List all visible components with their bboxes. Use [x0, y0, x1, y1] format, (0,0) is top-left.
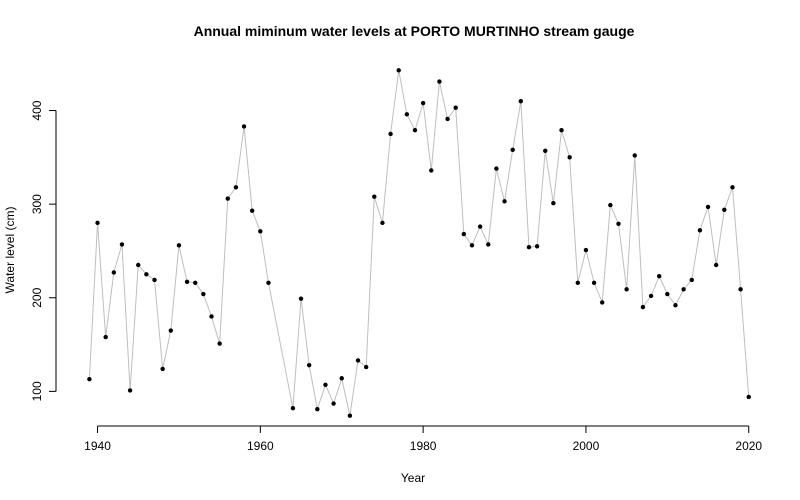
y-tick-label: 100: [30, 381, 44, 401]
data-point: [176, 243, 182, 248]
data-point: [298, 296, 304, 301]
data-point: [241, 124, 247, 129]
data-point: [225, 196, 230, 201]
data-point: [380, 220, 385, 226]
data-point: [250, 208, 255, 213]
data-point: [713, 262, 719, 268]
data-point: [494, 166, 499, 171]
data-point: [657, 274, 662, 279]
data-point: [681, 287, 686, 292]
data-point: [355, 358, 361, 363]
series-line-group: [88, 70, 750, 416]
data-point: [339, 376, 344, 381]
data-point: [372, 194, 377, 199]
data-point: [266, 280, 271, 285]
data-point: [640, 304, 646, 310]
data-point: [103, 334, 108, 340]
data-point: [567, 155, 572, 160]
y-axis-label: Water level (cm): [3, 207, 17, 294]
data-point: [551, 201, 556, 206]
data-point: [477, 224, 483, 229]
data-point: [95, 220, 100, 226]
data-point: [144, 272, 149, 277]
x-tick-label: 2000: [573, 439, 600, 453]
data-point: [575, 280, 580, 285]
data-point: [600, 300, 605, 305]
data-point: [518, 98, 524, 104]
data-point: [502, 199, 507, 204]
x-axis: 1940 1960 1980 2000 2020: [84, 425, 762, 453]
data-point: [331, 401, 336, 406]
x-axis-label: Year: [401, 471, 425, 485]
data-point: [534, 244, 540, 249]
data-point: [315, 406, 320, 412]
data-point: [87, 377, 92, 382]
data-point: [624, 287, 629, 292]
data-point: [583, 247, 589, 253]
data-point: [705, 204, 711, 210]
data-point: [306, 362, 312, 368]
y-axis: 100 200 300 400: [30, 100, 57, 401]
data-point: [111, 270, 117, 275]
data-point: [632, 153, 637, 158]
data-point: [689, 277, 694, 283]
data-point: [119, 242, 125, 247]
data-point: [461, 231, 467, 237]
data-point: [388, 131, 393, 137]
x-tick-label: 1980: [410, 439, 437, 453]
x-tick-label: 1940: [84, 439, 111, 453]
data-point: [168, 328, 173, 333]
data-point: [486, 242, 491, 247]
data-point: [396, 68, 401, 73]
data-point: [420, 100, 426, 106]
series-line: [88, 70, 750, 416]
data-point: [453, 105, 458, 110]
data-point: [233, 185, 239, 190]
data-point: [404, 112, 410, 117]
data-point: [608, 202, 613, 208]
data-point: [591, 280, 597, 285]
data-point: [526, 245, 532, 250]
data-point: [437, 79, 442, 84]
data-point: [184, 279, 190, 285]
data-point: [429, 168, 434, 173]
data-point: [730, 185, 735, 190]
data-point: [160, 366, 165, 372]
y-tick-label: 200: [30, 287, 44, 307]
data-point: [648, 293, 654, 299]
data-point: [697, 228, 703, 233]
data-point: [543, 148, 548, 153]
data-point: [722, 207, 727, 212]
data-point: [746, 394, 751, 400]
data-point: [193, 280, 198, 285]
chart-title: Annual miminum water levels at PORTO MUR…: [194, 23, 635, 39]
data-point: [445, 116, 450, 122]
data-point: [152, 277, 157, 283]
data-point: [258, 229, 263, 234]
data-point: [673, 303, 678, 308]
data-point: [136, 262, 141, 268]
data-point: [738, 287, 743, 292]
data-point: [201, 291, 206, 297]
data-point: [127, 388, 133, 393]
data-point: [559, 128, 564, 133]
data-point: [217, 341, 222, 346]
data-point: [616, 221, 621, 227]
data-point: [209, 314, 214, 319]
data-point: [469, 243, 475, 248]
data-point: [665, 291, 670, 297]
data-point: [412, 128, 418, 133]
data-point: [510, 147, 515, 153]
data-point: [347, 413, 353, 418]
data-point: [290, 406, 296, 411]
data-points-group: [87, 68, 751, 418]
y-tick-label: 400: [30, 100, 44, 120]
data-point: [363, 364, 369, 370]
y-tick-label: 300: [30, 194, 44, 214]
x-tick-label: 2020: [735, 439, 762, 453]
data-point: [323, 382, 328, 388]
x-tick-label: 1960: [247, 439, 274, 453]
